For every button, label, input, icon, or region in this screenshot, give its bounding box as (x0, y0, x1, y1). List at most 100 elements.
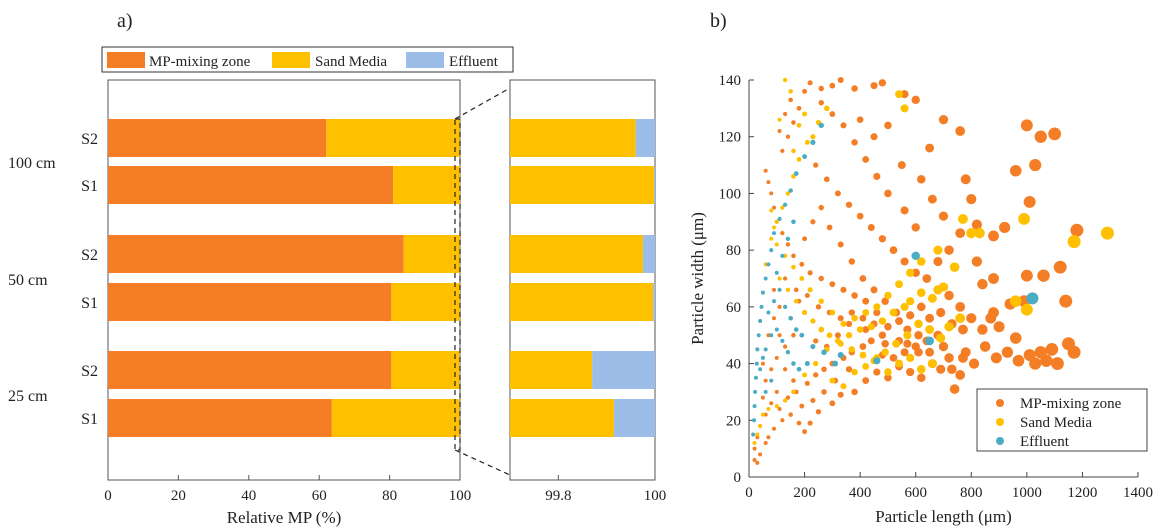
scatter-point-1-6 (966, 228, 976, 238)
scatter-point-0-222 (925, 314, 934, 323)
scatter-point-0-212 (816, 304, 821, 309)
scatter-point-0-37 (988, 231, 999, 242)
bar-segment-3-1 (391, 283, 460, 321)
scatter-point-0-178 (947, 364, 957, 374)
scatter-point-0-124 (955, 302, 965, 312)
scatter-point-1-91 (829, 378, 835, 384)
stacked-bar-chart: S2S1S2S1S2S1100 cm50 cm25 cm0 20 40 60 80 100… (8, 80, 471, 527)
scatter-point-1-37 (805, 140, 810, 145)
scatter-point-0-128 (944, 245, 953, 254)
main-xtick-label-3: 60 (312, 488, 327, 504)
scatter-point-0-160 (761, 396, 765, 400)
scatter-point-0-75 (860, 343, 867, 350)
scatter-point-1-90 (777, 118, 781, 122)
scatter-point-1-69 (906, 269, 914, 277)
scatter-ytick-label-0: 0 (734, 470, 742, 486)
scatter-point-0-116 (868, 224, 875, 231)
scatter-point-1-73 (862, 309, 869, 316)
scatter-point-1-53 (819, 327, 824, 332)
scatter-point-1-99 (917, 365, 926, 374)
scatter-point-0-33 (1029, 159, 1041, 171)
scatter-point-2-44 (794, 327, 799, 332)
scatter-ytick-label-7: 140 (719, 73, 742, 89)
bar-segment-5-1 (332, 399, 460, 437)
scatter-point-0-112 (824, 176, 830, 182)
scatter-point-0-198 (783, 367, 787, 371)
scatter-xtick-label-0: 0 (745, 485, 753, 501)
scatter-point-0-126 (977, 324, 988, 335)
scatter-point-2-49 (780, 254, 784, 258)
main-xtick-label-0: 0 (104, 488, 112, 504)
scatter-point-1-72 (873, 303, 880, 310)
scatter-point-0-157 (775, 356, 779, 360)
bar-segment-4-1 (391, 351, 459, 389)
scatter-point-0-98 (780, 231, 784, 235)
scatter-point-2-0 (1026, 292, 1038, 304)
scatter-point-0-60 (772, 427, 776, 431)
scatter-point-0-158 (769, 367, 773, 371)
scatter-point-0-123 (944, 291, 953, 300)
scatter-point-0-22 (912, 96, 920, 104)
scatter-point-1-50 (794, 299, 799, 304)
scatter-point-0-167 (827, 225, 833, 231)
scatter-xtick-label-7: 1400 (1123, 485, 1153, 501)
scatter-point-0-103 (764, 169, 768, 173)
scatter-point-1-34 (824, 106, 830, 112)
scatter-point-0-83 (944, 353, 953, 362)
scatter-point-1-48 (777, 276, 781, 280)
scatter-point-0-105 (786, 135, 790, 139)
scatter-point-2-30 (775, 328, 779, 332)
scatter-point-0-39 (985, 313, 996, 324)
scatter-point-1-12 (917, 288, 926, 297)
scatter-point-1-82 (775, 242, 779, 246)
bar-group-label-1: 50 cm (8, 272, 48, 289)
scatter-point-1-93 (851, 369, 858, 376)
scatter-point-0-57 (797, 421, 802, 426)
scatter-point-1-23 (802, 372, 807, 377)
legend-swatch-1 (272, 52, 310, 68)
scatter-point-2-19 (758, 319, 762, 323)
zoom-xtick-label-1: 100 (644, 488, 667, 504)
scatter-point-1-92 (840, 383, 846, 389)
bar-segment-3-0 (108, 283, 391, 321)
scatter-y-axis-label: Particle width (μm) (688, 212, 707, 345)
scatter-point-1-76 (829, 310, 835, 316)
scatter-point-0-221 (914, 348, 923, 357)
scatter-point-2-25 (753, 404, 757, 408)
scatter-point-1-61 (903, 331, 911, 339)
scatter-point-0-69 (805, 381, 810, 386)
scatter-point-0-20 (939, 115, 948, 124)
scatter-point-0-36 (999, 222, 1010, 233)
scatter-point-0-90 (851, 292, 858, 299)
scatter-point-1-51 (802, 310, 807, 315)
zoom-segment-1-2 (654, 166, 655, 204)
scatter-point-0-134 (851, 139, 858, 146)
scatter-point-0-4 (1068, 346, 1081, 359)
scatter-legend-label-0: MP-mixing zone (1020, 396, 1122, 412)
scatter-point-2-29 (769, 333, 773, 337)
zoom-segment-5-2 (614, 399, 655, 437)
scatter-point-1-7 (958, 214, 968, 224)
scatter-point-0-205 (761, 362, 765, 366)
scatter-point-1-1 (1068, 235, 1081, 248)
scatter-point-2-13 (772, 231, 776, 235)
scatter-point-0-93 (819, 276, 824, 281)
scatter-point-1-22 (813, 361, 818, 366)
scatter-point-2-34 (797, 367, 802, 372)
scatter-point-1-29 (758, 424, 762, 428)
scatter-point-2-14 (769, 248, 773, 252)
scatter-point-0-35 (1010, 165, 1022, 177)
scatter-point-0-185 (1024, 349, 1036, 361)
scatter-point-2-11 (783, 203, 787, 207)
scatter-point-1-28 (761, 413, 765, 417)
scatter-point-0-107 (797, 106, 802, 111)
scatter-xtick-label-1: 200 (793, 485, 816, 501)
scatter-point-0-30 (808, 80, 813, 85)
scatter-point-2-39 (766, 311, 770, 315)
scatter-point-0-115 (857, 213, 864, 220)
scatter-point-1-71 (884, 292, 892, 300)
scatter-point-0-182 (991, 352, 1002, 363)
bar-row-label-0: S2 (81, 131, 98, 148)
scatter-point-0-55 (808, 421, 813, 426)
scatter-point-1-75 (840, 321, 846, 327)
